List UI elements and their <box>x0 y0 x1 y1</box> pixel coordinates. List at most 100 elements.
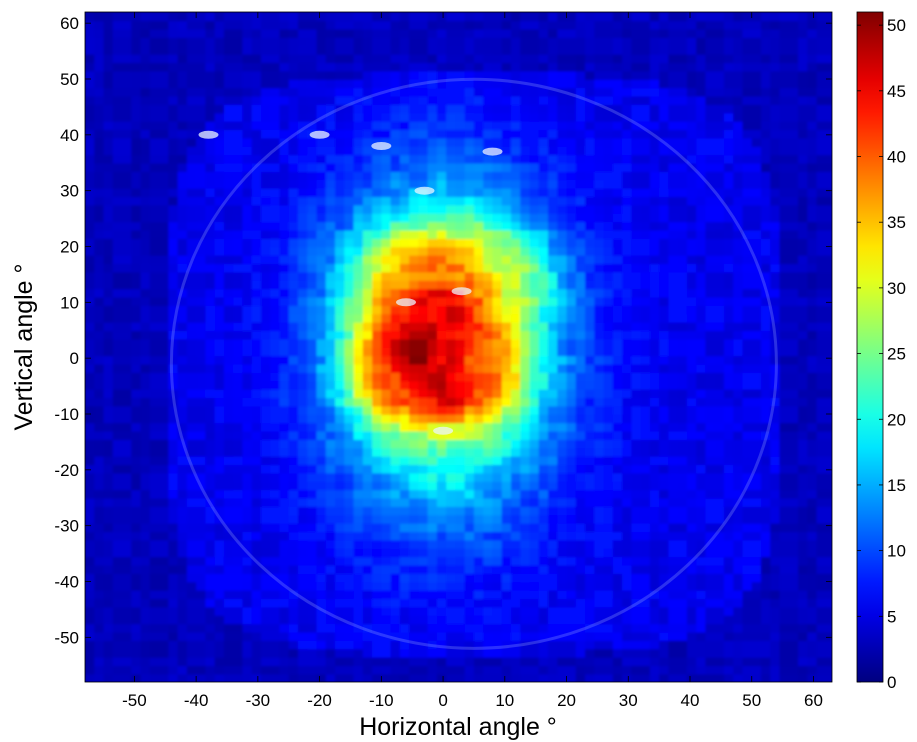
heatmap-cell <box>492 254 503 265</box>
heatmap-cell <box>131 313 142 323</box>
heatmap-cell <box>196 53 207 64</box>
heatmap-cell <box>399 338 410 348</box>
heatmap-cell <box>649 221 660 231</box>
heatmap-cell <box>251 539 262 549</box>
heatmap-cell <box>529 556 540 566</box>
heatmap-cell <box>344 581 355 591</box>
heatmap-cell <box>288 380 299 390</box>
heatmap-cell <box>233 196 244 206</box>
heatmap-cell <box>260 28 272 38</box>
heatmap-cell <box>520 213 531 223</box>
heatmap-cell <box>381 213 392 223</box>
heatmap-plot-area <box>84 11 833 683</box>
heatmap-cell <box>603 573 614 583</box>
heatmap-cell <box>436 539 447 549</box>
heatmap-cell <box>214 204 225 214</box>
heatmap-cell <box>103 263 114 273</box>
heatmap-cell <box>557 615 568 625</box>
heatmap-cell <box>409 330 420 340</box>
heatmap-cell <box>149 288 160 298</box>
heatmap-cell <box>205 246 216 256</box>
heatmap-cell <box>436 162 447 172</box>
heatmap-cell <box>483 296 494 306</box>
heatmap-cell <box>622 37 633 47</box>
heatmap-cell <box>288 87 299 97</box>
heatmap-cell <box>279 481 290 491</box>
heatmap-cell <box>622 481 633 491</box>
heatmap-cell <box>196 665 207 675</box>
heatmap-cell <box>233 397 244 407</box>
heatmap-cell <box>205 296 216 306</box>
heatmap-cell <box>149 229 160 239</box>
heatmap-cell <box>492 45 503 55</box>
heatmap-cell <box>640 472 651 482</box>
heatmap-cell <box>122 187 133 198</box>
heatmap-cell <box>640 623 651 633</box>
heatmap-cell <box>353 648 364 658</box>
heatmap-cell <box>362 238 373 248</box>
heatmap-cell <box>464 62 475 72</box>
heatmap-cell <box>566 589 577 600</box>
heatmap-cell <box>594 522 605 533</box>
heatmap-cell <box>566 430 577 440</box>
heatmap-cell <box>649 120 660 131</box>
heatmap-cell <box>112 380 123 390</box>
heatmap-cell <box>501 305 512 315</box>
heatmap-cell <box>149 271 160 281</box>
heatmap-cell <box>418 120 429 131</box>
heatmap-cell <box>297 137 309 147</box>
heatmap-cell <box>159 305 170 315</box>
heatmap-cell <box>186 45 197 55</box>
heatmap-cell <box>631 179 642 189</box>
heatmap-cell <box>427 213 438 223</box>
heatmap-cell <box>205 522 216 533</box>
heatmap-cell <box>94 213 105 223</box>
heatmap-cell <box>455 305 466 315</box>
heatmap-cell <box>446 162 457 172</box>
heatmap-cell <box>409 79 420 89</box>
heatmap-cell <box>242 254 253 265</box>
heatmap-cell <box>455 405 466 415</box>
heatmap-cell <box>112 104 123 114</box>
heatmap-cell <box>344 481 355 491</box>
heatmap-cell <box>557 288 568 298</box>
heatmap-cell <box>464 372 475 382</box>
heatmap-cell <box>446 229 457 239</box>
heatmap-cell <box>640 430 651 440</box>
heatmap-cell <box>594 514 605 524</box>
heatmap-cell <box>492 187 503 198</box>
heatmap-cell <box>335 296 346 306</box>
heatmap-cell <box>177 313 188 323</box>
heatmap-cell <box>603 70 614 80</box>
heatmap-cell <box>307 472 318 482</box>
heatmap-cell <box>409 656 420 667</box>
heatmap-cell <box>622 154 633 164</box>
heatmap-cell <box>446 623 457 633</box>
heatmap-cell <box>214 213 225 223</box>
heatmap-cell <box>279 221 290 231</box>
heatmap-cell <box>548 338 559 348</box>
heatmap-cell <box>168 564 179 574</box>
heatmap-cell <box>501 179 512 189</box>
heatmap-cell <box>131 28 142 38</box>
heatmap-cell <box>122 330 133 340</box>
heatmap-cell <box>353 380 364 390</box>
heatmap-cell <box>399 45 410 55</box>
heatmap-cell <box>446 631 457 641</box>
heatmap-cell <box>233 137 244 147</box>
heatmap-cell <box>436 254 447 265</box>
heatmap-cell <box>242 70 253 80</box>
heatmap-cell <box>501 414 512 424</box>
heatmap-cell <box>612 254 623 265</box>
heatmap-cell <box>659 464 670 474</box>
heatmap-cell <box>390 62 401 72</box>
heatmap-cell <box>325 447 336 457</box>
heatmap-cell <box>390 581 401 591</box>
heatmap-cell <box>353 330 364 340</box>
heatmap-cell <box>168 246 179 256</box>
heatmap-cell <box>131 254 142 265</box>
heatmap-cell <box>566 238 577 248</box>
heatmap-cell <box>455 573 466 583</box>
heatmap-cell <box>399 154 410 164</box>
heatmap-cell <box>177 321 188 332</box>
